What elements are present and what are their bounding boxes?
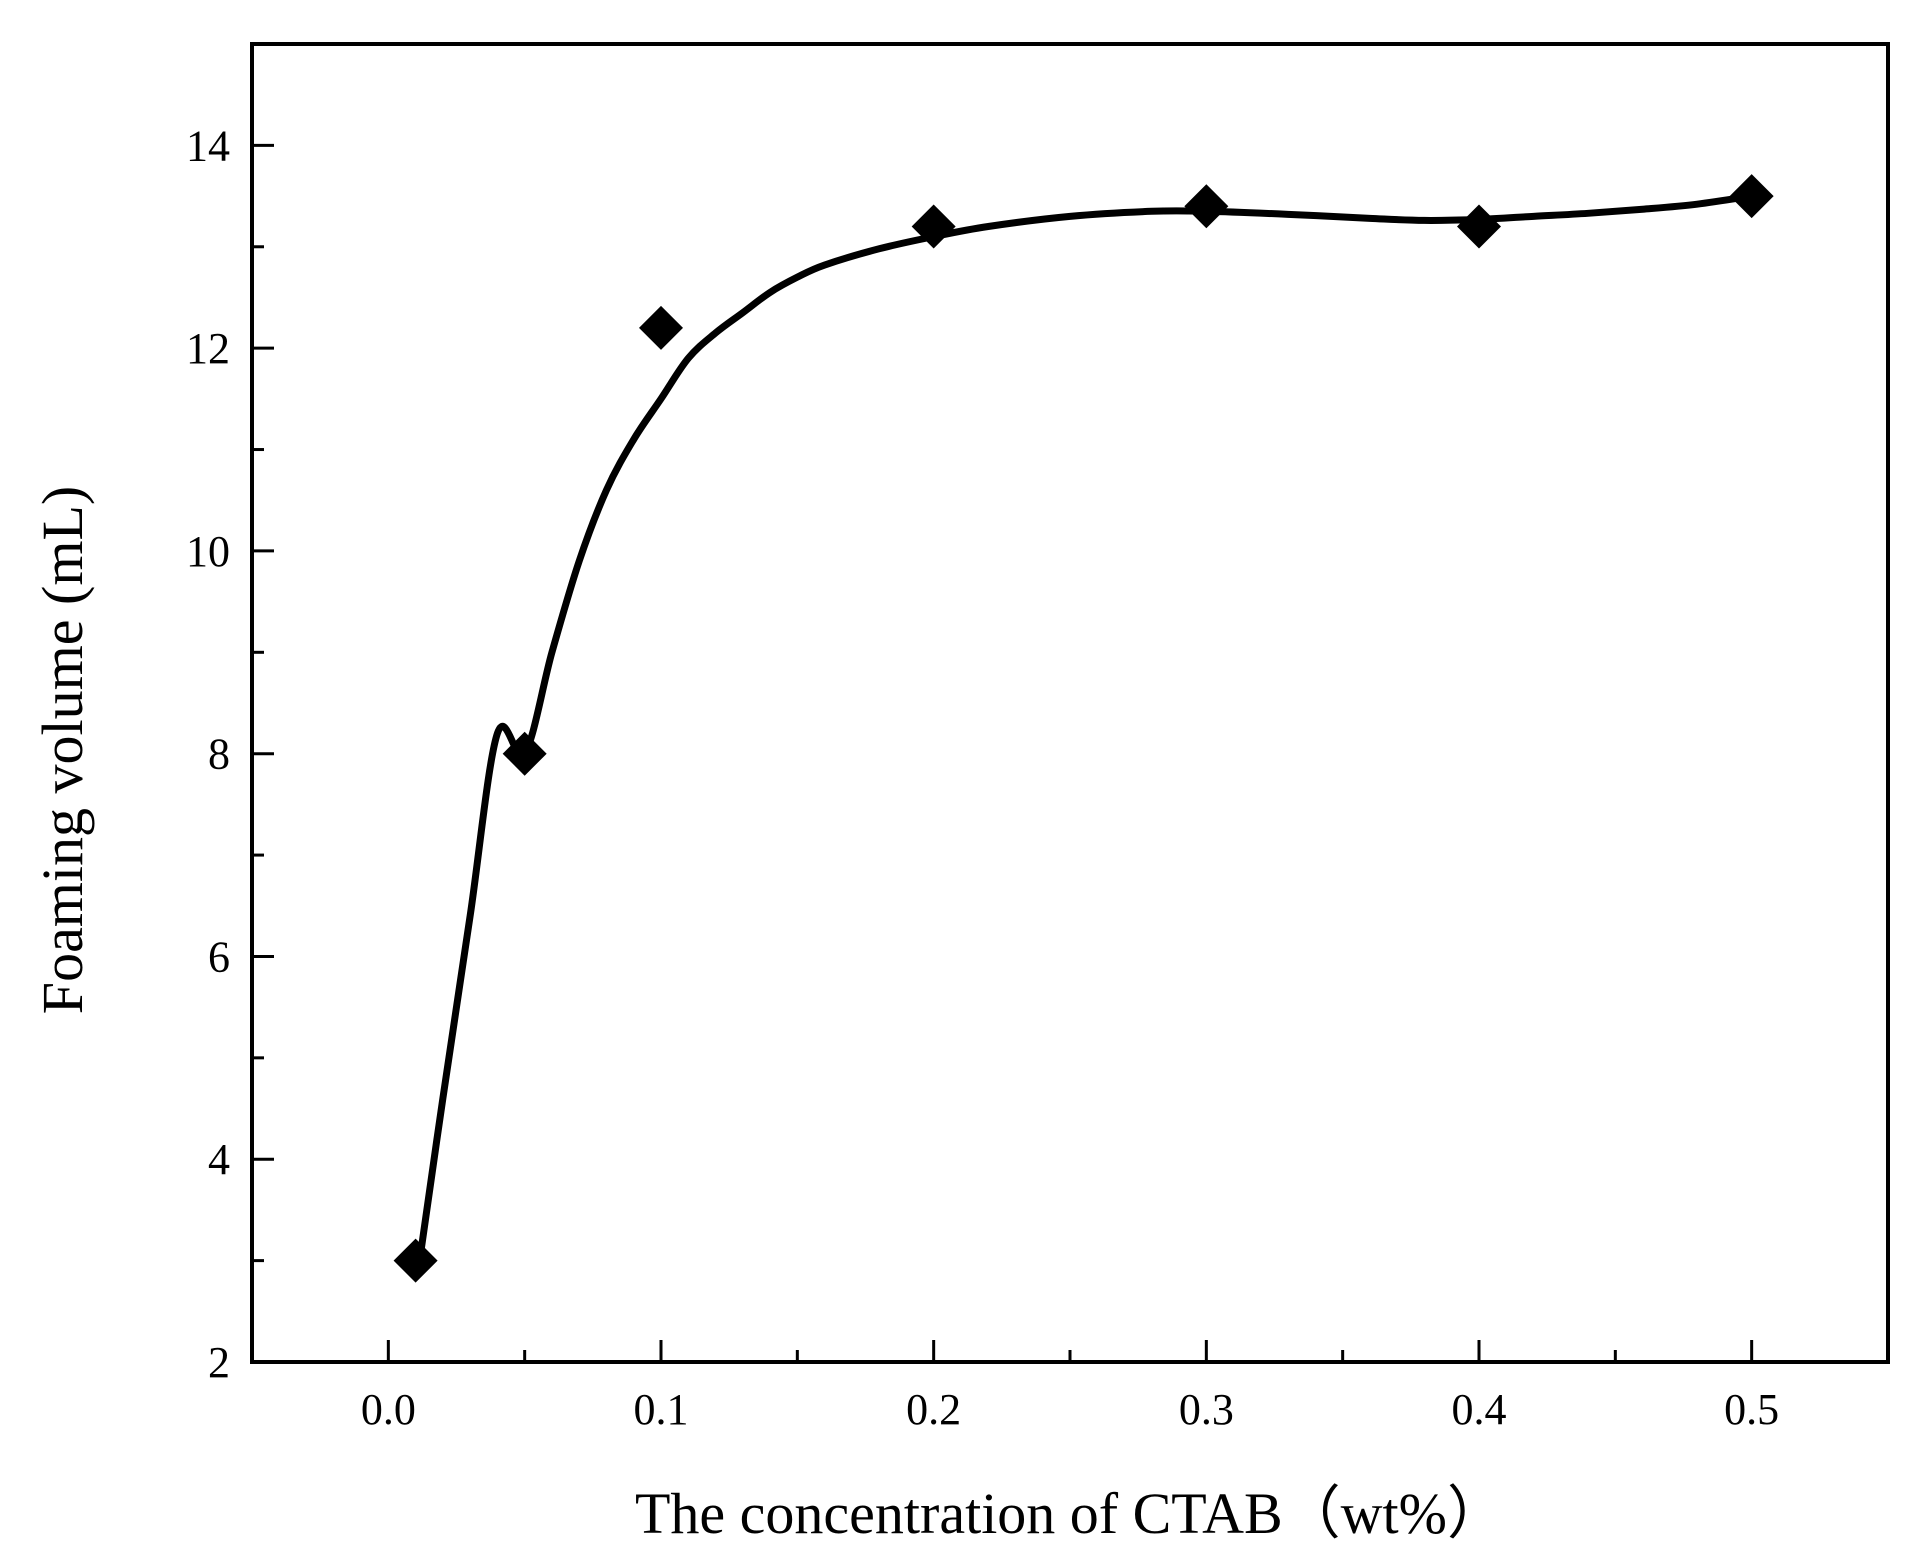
y-tick-label: 6 bbox=[208, 932, 230, 981]
x-tick-label: 0.4 bbox=[1452, 1385, 1507, 1434]
y-tick-label: 4 bbox=[208, 1135, 230, 1184]
y-tick-label: 10 bbox=[186, 527, 230, 576]
y-axis-ticks bbox=[252, 143, 274, 1364]
data-point-diamond bbox=[1457, 204, 1501, 249]
data-point-diamond bbox=[393, 1238, 438, 1283]
data-point-diamond bbox=[502, 731, 547, 776]
x-axis-title: The concentration of CTAB（wt%） bbox=[635, 1481, 1505, 1546]
y-tick-label: 14 bbox=[186, 121, 230, 170]
x-tick-label: 0.1 bbox=[634, 1385, 689, 1434]
x-tick-label: 0.5 bbox=[1724, 1385, 1779, 1434]
series-layer bbox=[393, 174, 1774, 1283]
y-tick-label: 12 bbox=[186, 324, 230, 373]
y-axis-tick-labels: 2 4 6 8 10 12 14 bbox=[186, 121, 230, 1387]
x-tick-label: 0.2 bbox=[906, 1385, 961, 1434]
x-axis-ticks bbox=[386, 1340, 1754, 1362]
data-point-diamond bbox=[639, 305, 683, 350]
x-tick-label: 0.3 bbox=[1179, 1385, 1234, 1434]
x-axis-tick-labels: 0.0 0.1 0.2 0.3 0.4 0.5 bbox=[361, 1385, 1779, 1434]
data-point-diamond bbox=[911, 204, 956, 249]
y-axis-title: Foaming volume (mL) bbox=[30, 486, 95, 1014]
y-tick-label: 8 bbox=[208, 730, 230, 779]
data-point-diamond bbox=[1729, 174, 1774, 219]
y-tick-label: 2 bbox=[208, 1338, 230, 1387]
x-tick-label: 0.0 bbox=[361, 1385, 416, 1434]
data-point-diamond bbox=[1184, 184, 1229, 229]
plot-area: 0.0 0.1 0.2 0.3 0.4 0.5 2 4 6 8 10 12 14 bbox=[186, 42, 1890, 1434]
